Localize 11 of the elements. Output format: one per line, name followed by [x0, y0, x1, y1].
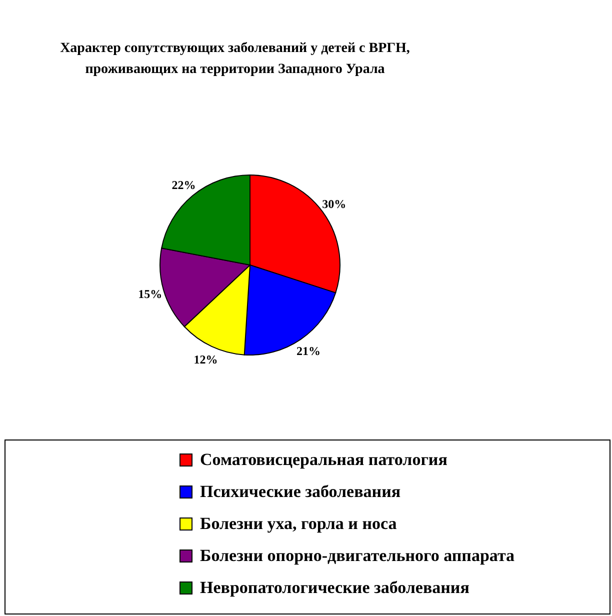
legend-label: Болезни опорно-двигательного аппарата	[200, 546, 516, 565]
legend-label: Болезни уха, горла и носа	[200, 514, 398, 533]
data-label: 12%	[194, 352, 218, 366]
legend-label: Соматовисцеральная патология	[200, 450, 448, 469]
data-label: 22%	[172, 178, 196, 192]
legend-label: Невропатологические заболевания	[200, 578, 470, 597]
data-label: 21%	[296, 344, 320, 358]
chart-title: Характер сопутствующих заболеваний у детей с ВРГН, проживающих на территории Западного Урала	[60, 41, 410, 77]
data-label: 15%	[138, 287, 162, 302]
data-label: 30%	[322, 197, 346, 212]
legend-label: Психические заболевания	[200, 482, 401, 501]
